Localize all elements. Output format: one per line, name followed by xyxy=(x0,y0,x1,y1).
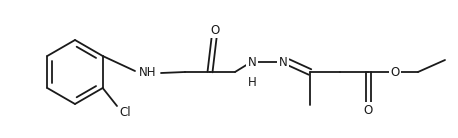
Text: O: O xyxy=(210,23,220,36)
Text: N: N xyxy=(278,55,287,68)
Text: O: O xyxy=(390,66,400,79)
Text: N: N xyxy=(248,55,256,68)
Text: H: H xyxy=(248,76,256,90)
Text: NH: NH xyxy=(139,66,157,79)
Text: Cl: Cl xyxy=(119,105,131,119)
Text: O: O xyxy=(363,104,373,116)
